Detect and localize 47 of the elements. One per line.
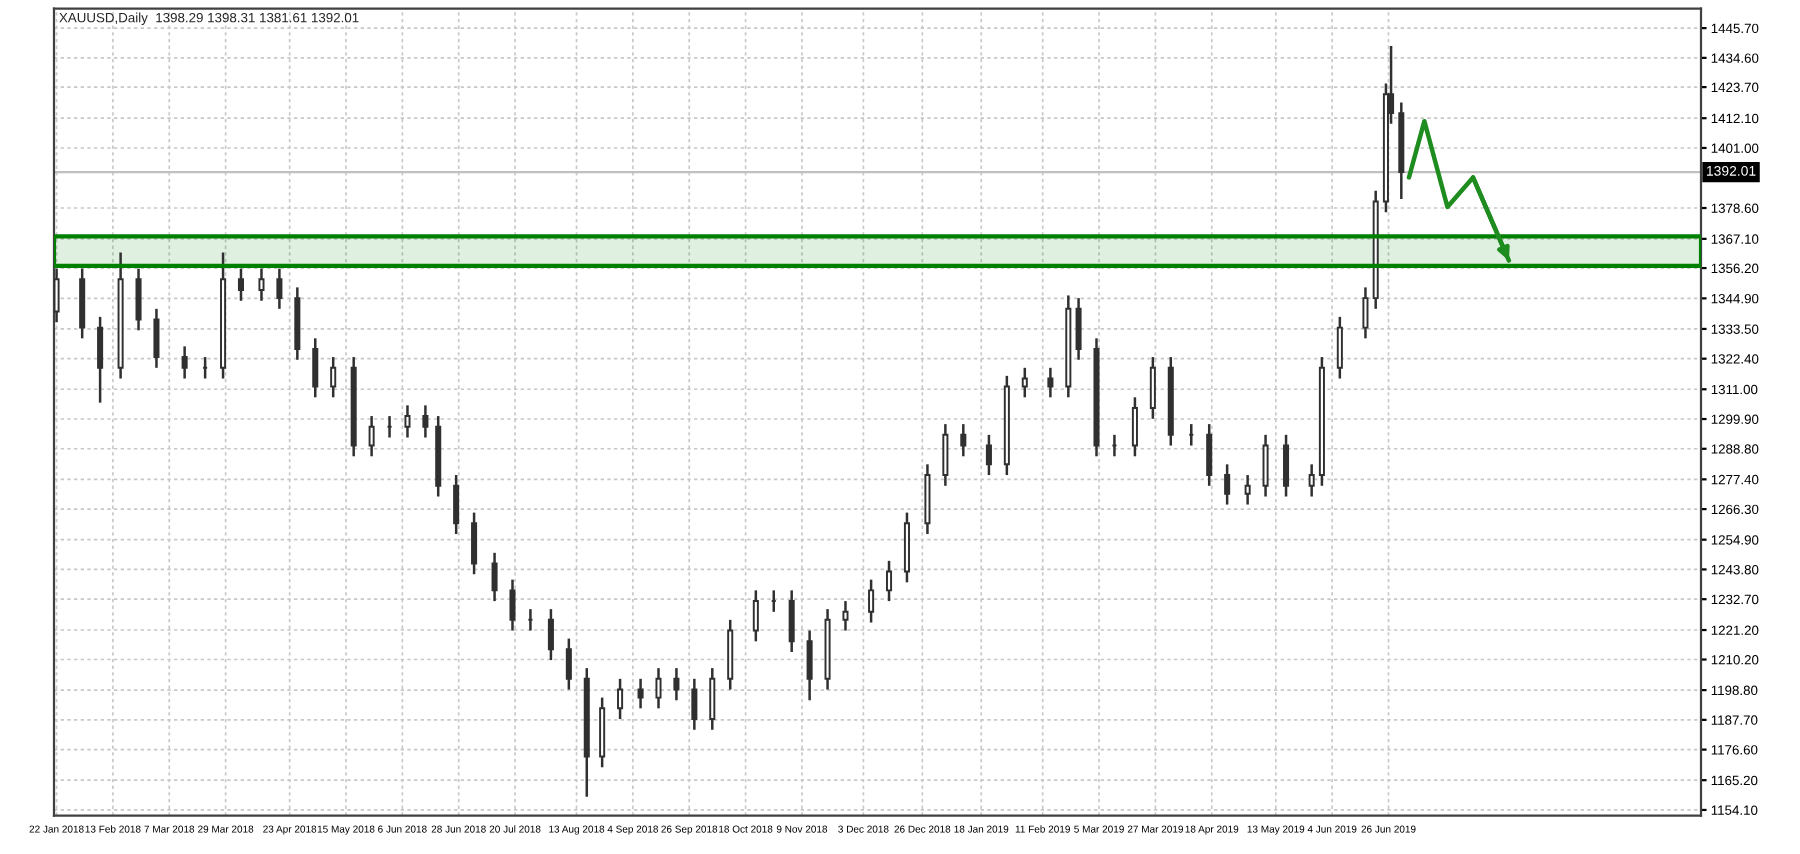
candlestick	[491, 551, 498, 603]
candlestick	[368, 414, 375, 458]
candlestick	[453, 473, 460, 536]
candlestick	[1047, 366, 1054, 399]
candlestick	[985, 433, 992, 477]
candlestick	[565, 637, 572, 691]
candlestick	[806, 629, 813, 702]
candlestick	[1206, 422, 1213, 488]
candlestick	[509, 578, 516, 632]
candlestick	[330, 355, 337, 399]
candlestick	[886, 559, 893, 603]
candlestick	[752, 589, 759, 643]
candlestick	[181, 345, 188, 380]
candlestick	[422, 404, 429, 439]
candlestick	[1149, 355, 1156, 421]
candlestick	[842, 599, 849, 632]
candlestick	[135, 267, 142, 332]
candlestick	[471, 511, 478, 576]
candlestick	[691, 677, 698, 732]
candlestick	[617, 677, 624, 721]
candlestick	[1283, 433, 1290, 498]
candlestick	[1021, 366, 1028, 399]
candlestick	[868, 578, 875, 624]
candlestick	[1308, 463, 1315, 498]
candlestick	[1336, 315, 1343, 380]
candlestick	[673, 666, 680, 702]
candlestick	[404, 404, 411, 439]
candlestick	[237, 267, 244, 303]
candlestick	[276, 267, 283, 311]
candlestick	[312, 337, 319, 399]
candlestick	[258, 267, 265, 303]
candlestick	[960, 422, 967, 458]
candlestick	[1362, 286, 1369, 340]
candlestick	[942, 422, 949, 488]
candlestick	[1262, 433, 1269, 498]
candlestick	[709, 666, 716, 732]
candlestick	[1224, 463, 1231, 506]
candlestick	[54, 267, 60, 324]
candlestick	[1131, 396, 1138, 458]
candlestick	[153, 307, 160, 370]
candlestick	[655, 666, 662, 710]
candlestick	[1075, 296, 1082, 362]
candlestick	[1244, 473, 1251, 506]
candlestick	[637, 677, 644, 710]
candlestick	[547, 607, 554, 662]
candlestick	[97, 315, 104, 404]
candlestick	[788, 589, 795, 654]
